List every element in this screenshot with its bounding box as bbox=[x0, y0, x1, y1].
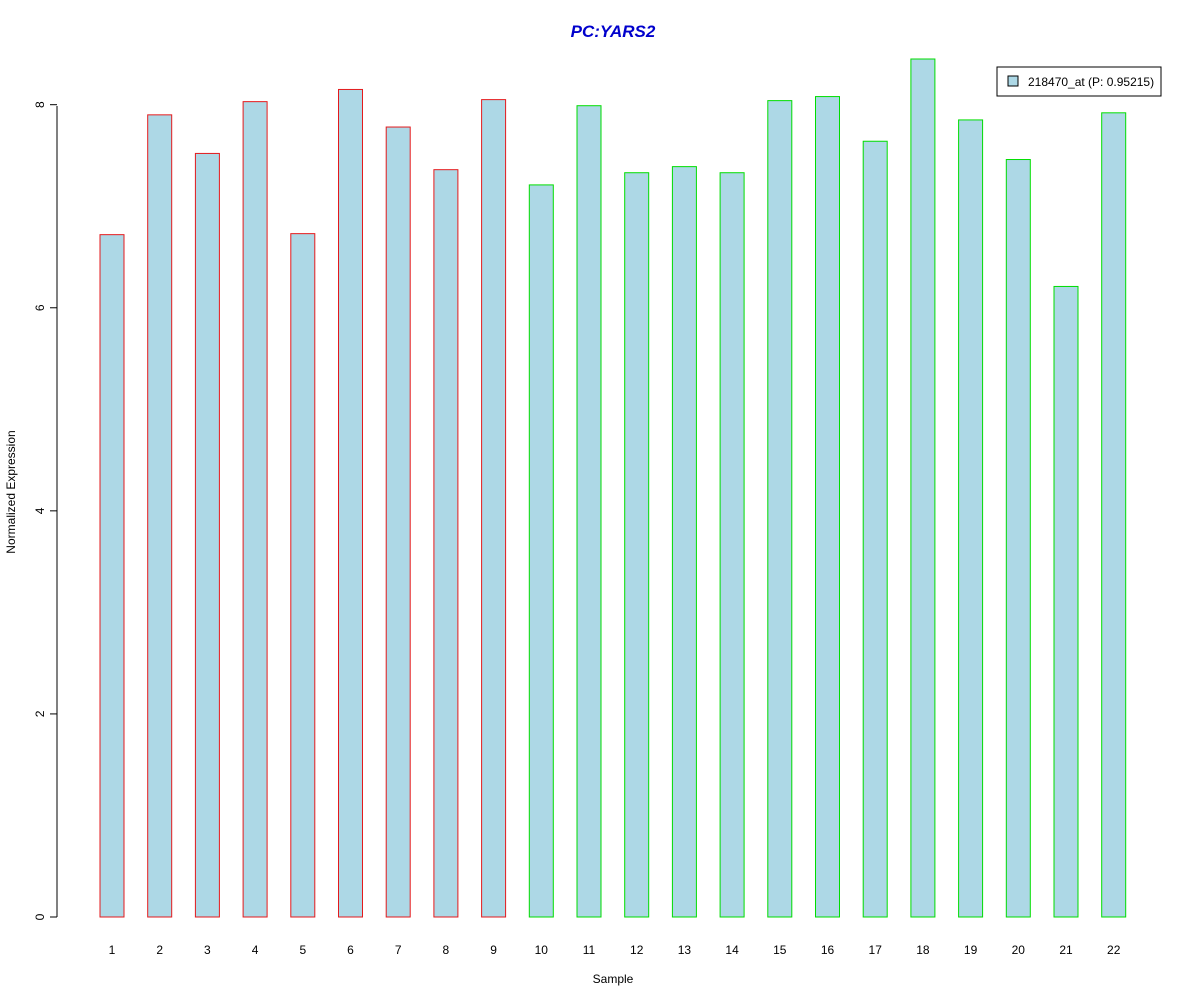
y-axis-title: Normalized Expression bbox=[4, 430, 18, 553]
bar-sample-4 bbox=[242, 101, 268, 918]
legend-swatch bbox=[1007, 75, 1019, 87]
x-tick-label: 4 bbox=[252, 943, 259, 957]
y-ticks: 0 2 4 6 8 bbox=[33, 101, 57, 920]
x-tick-label: 22 bbox=[1107, 943, 1121, 957]
bar-sample-22 bbox=[1101, 112, 1127, 918]
bar-sample-5 bbox=[290, 233, 316, 918]
legend-box bbox=[996, 66, 1162, 97]
x-tick-label: 12 bbox=[630, 943, 644, 957]
bar-sample-19 bbox=[958, 119, 984, 918]
y-tick-label: 8 bbox=[33, 101, 47, 108]
y-tick-label: 4 bbox=[33, 507, 47, 514]
bar-sample-16 bbox=[815, 96, 840, 918]
x-tick-label: 19 bbox=[964, 943, 978, 957]
bar-sample-1 bbox=[99, 234, 125, 918]
bar-sample-10 bbox=[528, 184, 554, 918]
x-tick-label: 11 bbox=[583, 943, 596, 957]
bar-sample-6 bbox=[338, 88, 363, 918]
bar-sample-15 bbox=[767, 100, 793, 918]
bar-sample-13 bbox=[671, 166, 697, 918]
x-tick-label: 17 bbox=[869, 943, 883, 957]
x-axis-title: Sample bbox=[593, 972, 634, 986]
x-tick-label: 15 bbox=[773, 943, 787, 957]
bar-sample-17 bbox=[862, 140, 888, 918]
x-tick-label: 16 bbox=[821, 943, 835, 957]
bar-sample-7 bbox=[385, 126, 411, 918]
x-tick-label: 18 bbox=[916, 943, 930, 957]
bar-sample-11 bbox=[576, 105, 602, 918]
x-tick-label: 21 bbox=[1059, 943, 1073, 957]
x-tick-label: 13 bbox=[678, 943, 692, 957]
x-tick-label: 1 bbox=[109, 943, 116, 957]
x-tick-label: 7 bbox=[395, 943, 402, 957]
x-tick-label: 8 bbox=[443, 943, 450, 957]
y-tick-label: 2 bbox=[33, 710, 47, 717]
bar-sample-2 bbox=[147, 114, 173, 918]
bar-sample-20 bbox=[1005, 159, 1031, 918]
x-tick-label: 14 bbox=[725, 943, 739, 957]
x-tick-label: 6 bbox=[347, 943, 354, 957]
x-tick-labels: 1 2 3 4 5 6 7 8 9 10 11 12 13 14 15 16 17 18 19 20 21 22 bbox=[109, 943, 1121, 957]
y-tick-label: 0 bbox=[33, 913, 47, 920]
legend: 218470_at (P: 0.95215) bbox=[996, 66, 1162, 97]
x-tick-label: 9 bbox=[490, 943, 497, 957]
bar-sample-14 bbox=[719, 172, 745, 918]
x-tick-label: 3 bbox=[204, 943, 211, 957]
bars bbox=[99, 58, 1127, 918]
bar-sample-9 bbox=[481, 99, 507, 918]
bar-sample-18 bbox=[910, 58, 936, 918]
legend-label: 218470_at (P: 0.95215) bbox=[1028, 75, 1154, 89]
chart-title: PC:YARS2 bbox=[571, 22, 656, 41]
x-tick-label: 20 bbox=[1012, 943, 1026, 957]
x-tick-label: 10 bbox=[535, 943, 549, 957]
bar-sample-12 bbox=[624, 172, 650, 918]
bar-sample-21 bbox=[1053, 285, 1079, 918]
y-tick-label: 6 bbox=[33, 304, 47, 311]
x-tick-label: 2 bbox=[156, 943, 163, 957]
bar-sample-3 bbox=[194, 152, 220, 918]
x-tick-label: 5 bbox=[299, 943, 306, 957]
bar-sample-8 bbox=[433, 169, 459, 918]
